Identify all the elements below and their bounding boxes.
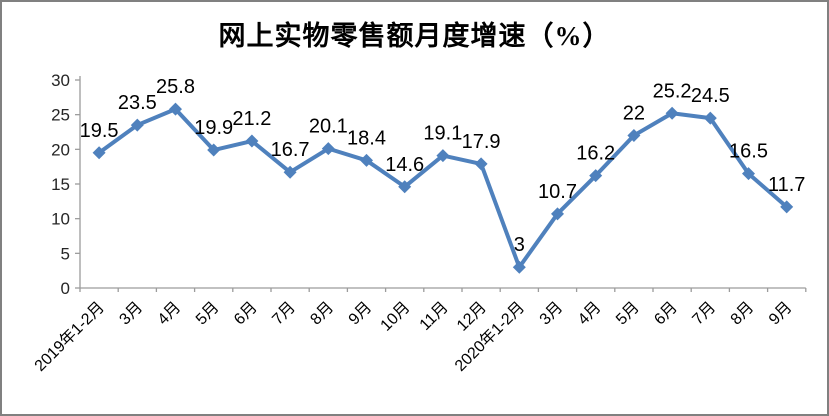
- data-point-label: 11.7: [768, 174, 805, 196]
- data-point-label: 23.5: [118, 92, 157, 114]
- x-axis-tick-label: 2020年1-2月: [451, 298, 528, 375]
- data-point-marker: [130, 118, 144, 132]
- data-point-label: 17.9: [462, 131, 501, 153]
- data-point-label: 25.8: [156, 76, 195, 98]
- data-point-marker: [703, 111, 717, 125]
- y-axis: 0 5 10 15 20 25 30: [51, 71, 81, 298]
- y-axis-tick-label: 10: [51, 210, 70, 229]
- data-point-label: 19.5: [80, 120, 119, 142]
- data-point-label: 19.9: [194, 117, 233, 139]
- x-axis-tick-label: 7月: [689, 299, 719, 329]
- x-axis-tick-label: 7月: [269, 299, 299, 329]
- data-point-marker: [283, 165, 297, 179]
- y-axis-tick-label: 25: [51, 106, 70, 125]
- x-axis-tick-label: 2019年1-2月: [31, 298, 108, 375]
- data-point-marker: [245, 134, 259, 148]
- chart-title: 网上实物零售额月度增速（%）: [218, 21, 611, 51]
- data-point-marker: [169, 102, 182, 116]
- y-axis-tick-label: 0: [61, 279, 70, 298]
- data-point-label: 16.5: [729, 141, 768, 163]
- x-axis-tick-label: 8月: [307, 299, 337, 329]
- data-point-label: 16.2: [576, 143, 615, 165]
- y-axis-tick-label: 30: [51, 71, 70, 90]
- x-axis-tick-label: 10月: [378, 299, 414, 335]
- x-axis-tick-label: 3月: [537, 299, 567, 329]
- y-axis-tick-label: 15: [51, 175, 70, 194]
- x-axis-tick-label: 8月: [728, 299, 758, 329]
- data-point-marker: [665, 106, 679, 120]
- data-point-marker: [780, 200, 794, 214]
- x-axis-tick-label: 6月: [651, 299, 681, 329]
- x-axis: 2019年1-2月 3月 4月 5月 6月 7月 8月 9月 10月 11月 12月2020年1-2…: [31, 287, 807, 375]
- x-axis-tick-label: 4月: [155, 299, 185, 329]
- data-series: 19.5 23.525.8 19.9 21.216.720.118.4 14.6 19.1…: [80, 76, 805, 274]
- data-point-label: 3: [514, 234, 525, 256]
- data-point-label: 16.7: [271, 139, 310, 161]
- data-point-label: 18.4: [347, 127, 386, 149]
- data-point-marker: [360, 153, 373, 167]
- data-point-label: 20.1: [309, 116, 348, 138]
- data-point-marker: [436, 149, 450, 163]
- data-point-marker: [92, 146, 106, 160]
- x-axis-tick-label: 5月: [613, 299, 643, 329]
- y-axis-tick-label: 5: [61, 244, 70, 263]
- x-axis-tick-label: 9月: [766, 299, 796, 329]
- x-axis-tick-label: 3月: [116, 299, 146, 329]
- x-axis-tick-label: 4月: [575, 299, 605, 329]
- data-point-marker: [589, 169, 603, 183]
- data-point-label: 19.1: [423, 123, 462, 145]
- data-point-marker: [474, 157, 488, 171]
- data-point-label: 25.2: [653, 80, 692, 102]
- data-point-label: 22: [623, 102, 645, 124]
- data-point-label: 24.5: [691, 85, 730, 107]
- data-point-label: 10.7: [538, 181, 577, 203]
- data-point-marker: [207, 143, 221, 157]
- y-axis-tick-label: 20: [51, 140, 70, 159]
- x-axis-tick-label: 9月: [346, 299, 376, 329]
- x-axis-tick-label: 11月: [417, 299, 452, 334]
- data-point-marker: [321, 142, 335, 156]
- data-point-marker: [398, 180, 412, 194]
- x-axis-tick-label: 5月: [193, 299, 223, 329]
- data-point-marker: [742, 167, 755, 181]
- data-point-marker: [551, 207, 564, 221]
- data-point-marker: [512, 260, 526, 274]
- data-point-label: 14.6: [385, 154, 424, 176]
- data-point-label: 21.2: [232, 108, 271, 130]
- x-axis-tick-label: 6月: [231, 299, 261, 329]
- data-point-marker: [627, 128, 641, 142]
